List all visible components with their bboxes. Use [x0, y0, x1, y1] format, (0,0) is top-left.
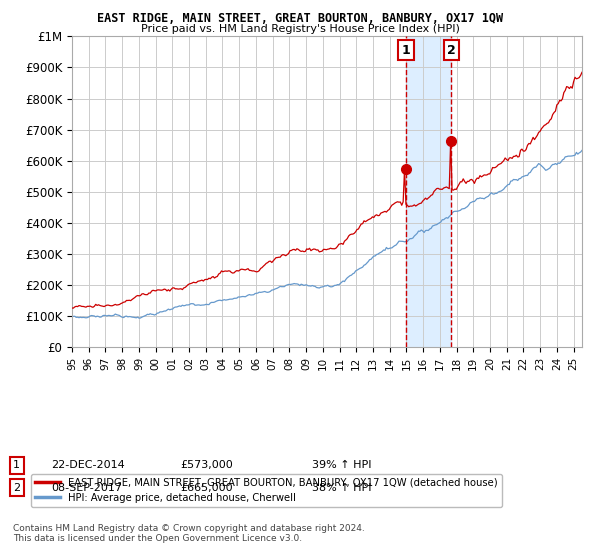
Text: Contains HM Land Registry data © Crown copyright and database right 2024.
This d: Contains HM Land Registry data © Crown c… — [13, 524, 365, 543]
Text: 39% ↑ HPI: 39% ↑ HPI — [312, 460, 371, 470]
Legend: EAST RIDGE, MAIN STREET, GREAT BOURTON, BANBURY, OX17 1QW (detached house), HPI:: EAST RIDGE, MAIN STREET, GREAT BOURTON, … — [31, 474, 502, 507]
Bar — [406, 36, 451, 347]
Text: 1: 1 — [13, 460, 20, 470]
Text: 22-DEC-2014: 22-DEC-2014 — [51, 460, 125, 470]
Text: 2: 2 — [13, 483, 20, 493]
Text: 1: 1 — [401, 44, 410, 57]
Text: EAST RIDGE, MAIN STREET, GREAT BOURTON, BANBURY, OX17 1QW: EAST RIDGE, MAIN STREET, GREAT BOURTON, … — [97, 12, 503, 25]
Text: £573,000: £573,000 — [180, 460, 233, 470]
Text: 08-SEP-2017: 08-SEP-2017 — [51, 483, 122, 493]
Text: Price paid vs. HM Land Registry's House Price Index (HPI): Price paid vs. HM Land Registry's House … — [140, 24, 460, 34]
Text: 2: 2 — [447, 44, 456, 57]
Text: 38% ↑ HPI: 38% ↑ HPI — [312, 483, 371, 493]
Text: £665,000: £665,000 — [180, 483, 233, 493]
